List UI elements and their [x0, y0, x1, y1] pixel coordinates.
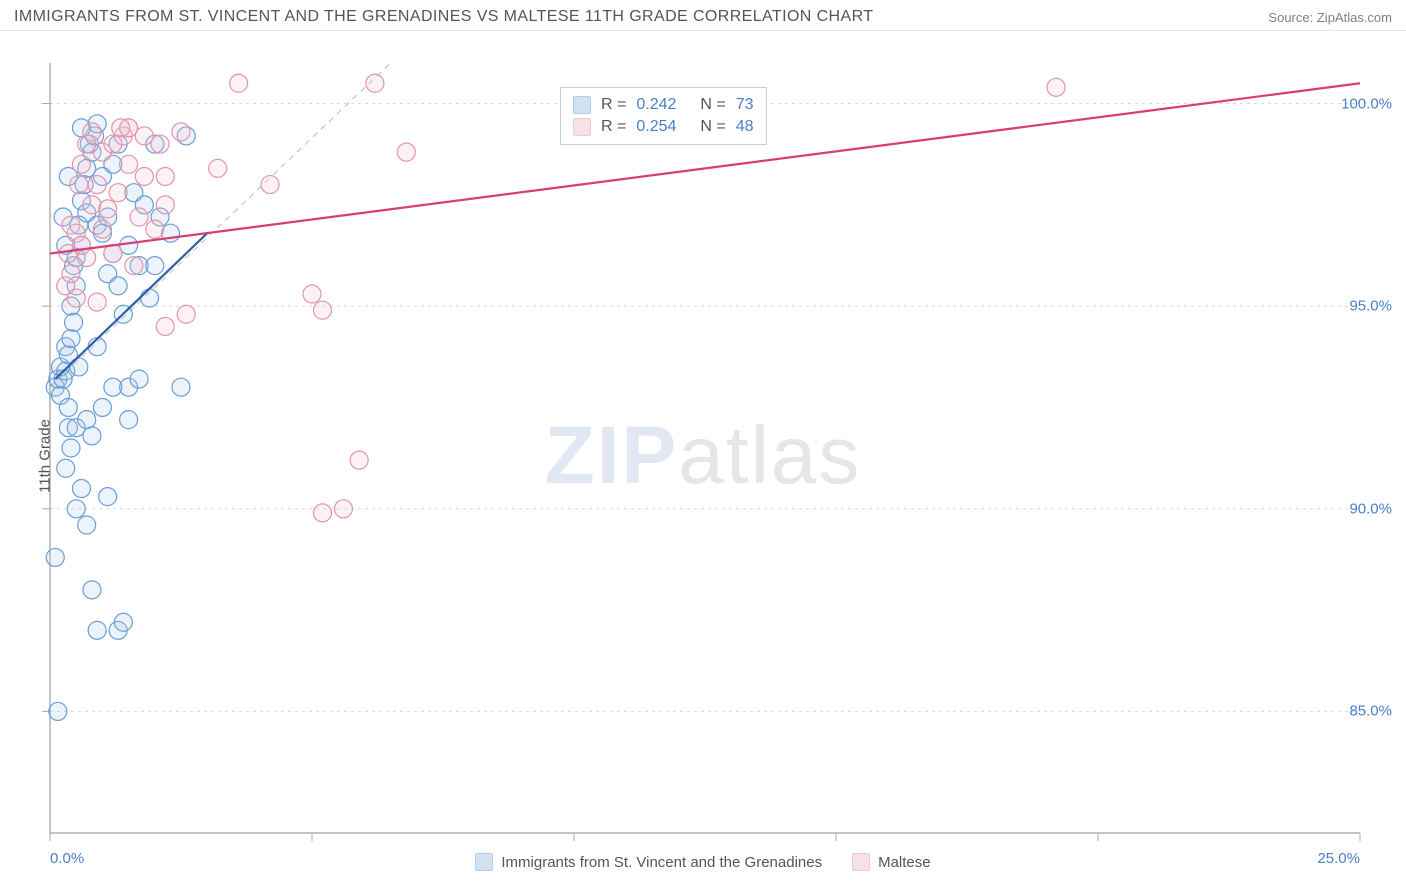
stat-value-n-a: 73: [736, 96, 754, 114]
stats-row-series-a: R = 0.242 N = 73: [573, 94, 754, 116]
stat-label-n: N =: [700, 118, 725, 136]
legend-label-series-b: Maltese: [878, 854, 931, 871]
stats-row-series-b: R = 0.254 N = 48: [573, 116, 754, 138]
stat-label-r: R =: [601, 118, 626, 136]
swatch-series-a: [573, 96, 591, 114]
bottom-legend: Immigrants from St. Vincent and the Gren…: [0, 853, 1406, 871]
title-bar: IMMIGRANTS FROM ST. VINCENT AND THE GREN…: [0, 0, 1406, 31]
y-tick-label: 85.0%: [1349, 703, 1392, 720]
legend-label-series-a: Immigrants from St. Vincent and the Gren…: [501, 854, 822, 871]
x-tick-label: 25.0%: [1317, 850, 1360, 867]
y-tick-label: 95.0%: [1349, 298, 1392, 315]
stat-value-n-b: 48: [736, 118, 754, 136]
y-tick-label: 90.0%: [1349, 500, 1392, 517]
swatch-series-b: [852, 853, 870, 871]
scatter-plot-svg: [0, 31, 1406, 881]
source-link[interactable]: ZipAtlas.com: [1317, 10, 1392, 25]
stat-value-r-a: 0.242: [636, 96, 676, 114]
stat-label-n: N =: [700, 96, 725, 114]
chart-title: IMMIGRANTS FROM ST. VINCENT AND THE GREN…: [14, 8, 873, 26]
y-tick-label: 100.0%: [1341, 95, 1392, 112]
legend-item-series-a: Immigrants from St. Vincent and the Gren…: [475, 853, 822, 871]
stat-label-r: R =: [601, 96, 626, 114]
source-label: Source:: [1268, 10, 1313, 25]
legend-item-series-b: Maltese: [852, 853, 931, 871]
x-tick-label: 0.0%: [50, 850, 84, 867]
swatch-series-b: [573, 118, 591, 136]
swatch-series-a: [475, 853, 493, 871]
stat-value-r-b: 0.254: [636, 118, 676, 136]
chart-area: 11th Grade ZIPatlas R = 0.242 N = 73 R =…: [0, 31, 1406, 881]
source-attribution: Source: ZipAtlas.com: [1268, 10, 1392, 25]
stats-legend: R = 0.242 N = 73 R = 0.254 N = 48: [560, 87, 767, 145]
